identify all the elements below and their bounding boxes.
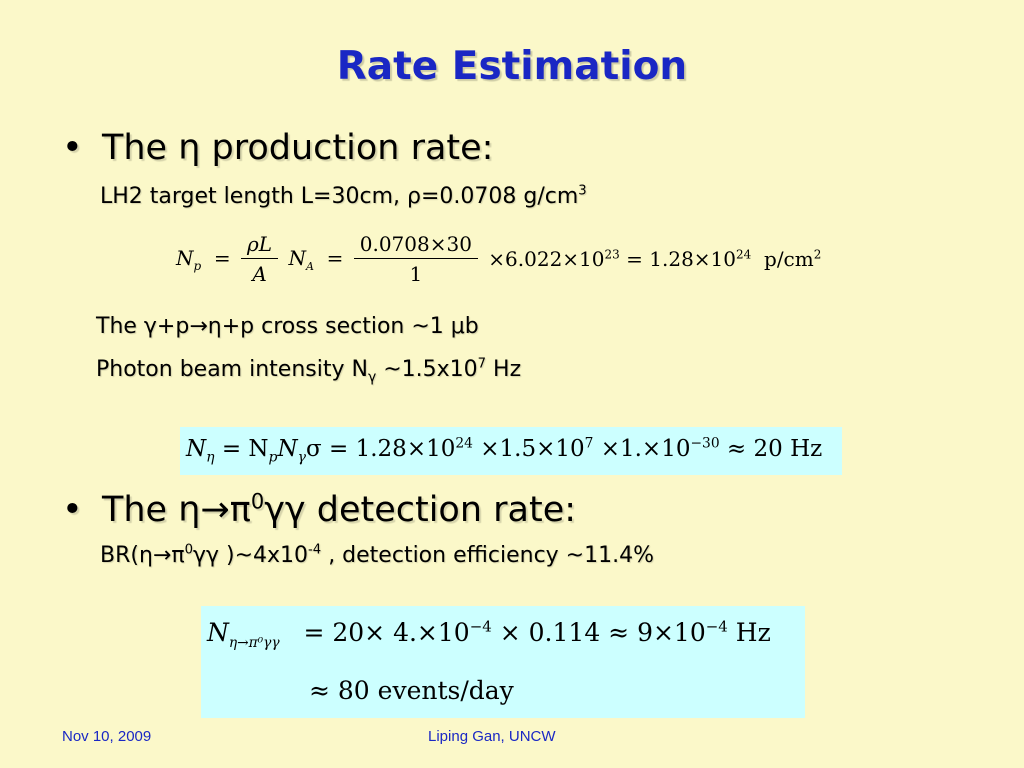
eq2-result: ≈ 20 Hz — [719, 436, 823, 463]
eq3-line2: ≈ 80 events/day — [309, 676, 514, 705]
beam-intensity-line: Photon beam intensity Nγ ~1.5x107 Hz — [96, 357, 521, 385]
eq3-rhs-a: = 20× 4.×10 — [303, 618, 470, 647]
eq1-frac2-num: 0.0708×30 — [353, 232, 478, 259]
eq1-frac1-num: ρL — [247, 232, 273, 256]
target-line: LH2 target length L=30cm, ρ=0.0708 g/cm3 — [100, 184, 587, 209]
eq3-lhs-sub: η→π⁰γγ — [228, 635, 280, 651]
eq1-frac2-den: 1 — [409, 262, 423, 286]
bullet-production-rate: • The η production rate: — [62, 128, 493, 168]
eq1-result-sup: 24 — [736, 247, 752, 262]
bullet2-text-a: The η→π — [102, 490, 251, 530]
eq2-sup-7: 7 — [584, 435, 594, 452]
beam-intensity-unit: Hz — [486, 357, 522, 382]
eq1-unit: p/cm — [764, 247, 814, 271]
eq2-xsec: ×1.×10 — [593, 436, 691, 463]
target-line-sup: 3 — [578, 183, 587, 199]
eq1-lhs: N — [176, 245, 194, 270]
footer-author: Liping Gan, UNCW — [428, 728, 556, 745]
br-sup: 0 — [184, 542, 193, 558]
eq3-line1: Nη→π⁰γγ = 20× 4.×10−4 × 0.114 ≈ 9×10−4 H… — [207, 618, 771, 651]
eq1-rest: ×6.022×10 — [488, 247, 605, 271]
eq3-rhs-c: Hz — [727, 618, 771, 647]
bullet-dot: • — [62, 490, 83, 530]
eq2-sigma: σ = 1.28×10 — [306, 436, 456, 463]
eq3-lhs: N — [207, 618, 229, 647]
eq2-flux: ×1.5×10 — [472, 436, 585, 463]
br-text-b: γγ )~4x10 — [192, 543, 309, 568]
eq2-sub-gamma: γ — [297, 449, 307, 466]
beam-intensity-text: Photon beam intensity N — [96, 357, 368, 382]
footer-date: Nov 10, 2009 — [62, 728, 152, 745]
equation-eta-rate: Nη = NpNγσ = 1.28×1024 ×1.5×107 ×1.×10−3… — [180, 427, 842, 475]
bullet-text: The η production rate: — [102, 128, 494, 168]
eq1-rest-sup: 23 — [604, 247, 620, 262]
bullet2-text-b: γγ detection rate: — [264, 490, 577, 530]
br-text-c: , detection efficiency ~11.4% — [321, 543, 654, 568]
eq1-na: N — [288, 245, 306, 270]
br-text-a: BR(η→π — [100, 543, 185, 568]
eq1-unit-sup: 2 — [813, 247, 822, 262]
br-sup2: -4 — [308, 542, 322, 558]
eq2-sup-30: −30 — [690, 435, 720, 452]
eq1-result: = 1.28×10 — [626, 247, 737, 271]
eq2-np: = N — [214, 436, 269, 463]
beam-intensity-sub: γ — [367, 369, 377, 386]
bullet-detection-rate: • The η→π0γγ detection rate: — [62, 490, 576, 530]
eq2-sub-p: p — [268, 449, 278, 466]
eq1-na-sub: A — [305, 259, 314, 273]
eq1-frac1: ρL A — [241, 232, 279, 286]
eq3-rhs-b: × 0.114 ≈ 9×10 — [491, 618, 706, 647]
target-line-text: LH2 target length L=30cm, ρ=0.0708 g/cm — [100, 184, 579, 209]
eq1-frac2: 0.0708×30 1 — [353, 232, 478, 286]
eq3-sup2: −4 — [705, 617, 728, 636]
beam-intensity-sup: 7 — [477, 356, 487, 372]
eq3-sup1: −4 — [469, 617, 492, 636]
eq2-sub-eta: η — [206, 449, 215, 466]
beam-intensity-value: ~1.5x10 — [376, 357, 478, 382]
eq1-lhs-sub: p — [193, 258, 202, 273]
slide-title: Rate Estimation — [336, 44, 688, 89]
cross-section-line: The γ+p→η+p cross section ~1 μb — [96, 314, 479, 339]
eq1-frac1-den: A — [252, 262, 267, 286]
equation-np: Np = ρL A NA = 0.0708×30 1 ×6.022×1023 =… — [176, 232, 822, 286]
bullet-dot: • — [62, 128, 83, 168]
branching-ratio-line: BR(η→π0γγ )~4x10-4 , detection efficienc… — [100, 543, 654, 568]
eq2-n-eta: N — [186, 436, 207, 463]
eq2-ngamma: N — [277, 436, 298, 463]
eq2-sup-24: 24 — [455, 435, 473, 452]
equation-detection-rate: Nη→π⁰γγ = 20× 4.×10−4 × 0.114 ≈ 9×10−4 H… — [201, 606, 805, 718]
bullet2-sup: 0 — [250, 489, 265, 514]
